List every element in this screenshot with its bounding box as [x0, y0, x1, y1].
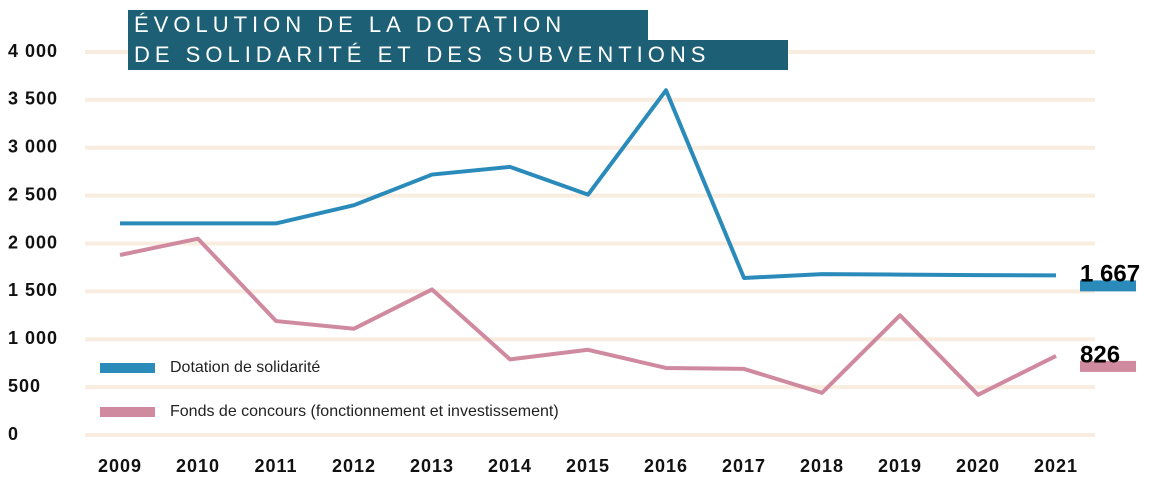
legend-label: Dotation de solidarité: [170, 359, 320, 376]
data-label: 1 667: [1080, 261, 1140, 288]
x-tick-label: 2016: [644, 456, 688, 476]
y-tick-label: 2 500: [8, 184, 58, 204]
label-highlight: [1080, 280, 1136, 292]
data-label: 826: [1080, 341, 1120, 368]
x-tick-label: 2012: [332, 456, 376, 476]
chart-title: DE SOLIDARITÉ ET DES SUBVENTIONS: [134, 42, 710, 67]
y-tick-label: 3 000: [8, 137, 58, 157]
x-tick-label: 2010: [176, 456, 220, 476]
y-tick-label: 2 000: [8, 232, 58, 252]
x-tick-label: 2013: [410, 456, 454, 476]
x-tick-label: 2021: [1034, 456, 1078, 476]
x-tick-label: 2014: [488, 456, 532, 476]
label-highlight: [1080, 360, 1136, 372]
x-tick-label: 2018: [800, 456, 844, 476]
legend-label: Fonds de concours (fonctionnement et inv…: [170, 403, 559, 420]
y-tick-label: 500: [8, 376, 41, 396]
legend-swatch: [100, 407, 155, 417]
series-line: [120, 88, 1057, 280]
y-tick-label: 1 500: [8, 280, 58, 300]
y-tick-label: 4 000: [8, 41, 58, 61]
series-line: [119, 236, 1057, 397]
x-tick-label: 2020: [956, 456, 1000, 476]
x-tick-label: 2011: [254, 456, 297, 476]
title-band: [128, 40, 788, 70]
legend-swatch: [100, 363, 155, 373]
y-tick-label: 1 000: [8, 328, 58, 348]
x-tick-label: 2019: [878, 456, 922, 476]
y-tick-label: 0: [8, 424, 19, 444]
chart-title: ÉVOLUTION DE LA DOTATION: [134, 12, 566, 37]
x-tick-label: 2009: [98, 456, 142, 476]
title-band: [128, 10, 648, 40]
x-tick-label: 2015: [566, 456, 610, 476]
y-tick-label: 3 500: [8, 89, 58, 109]
x-tick-label: 2017: [722, 456, 766, 476]
